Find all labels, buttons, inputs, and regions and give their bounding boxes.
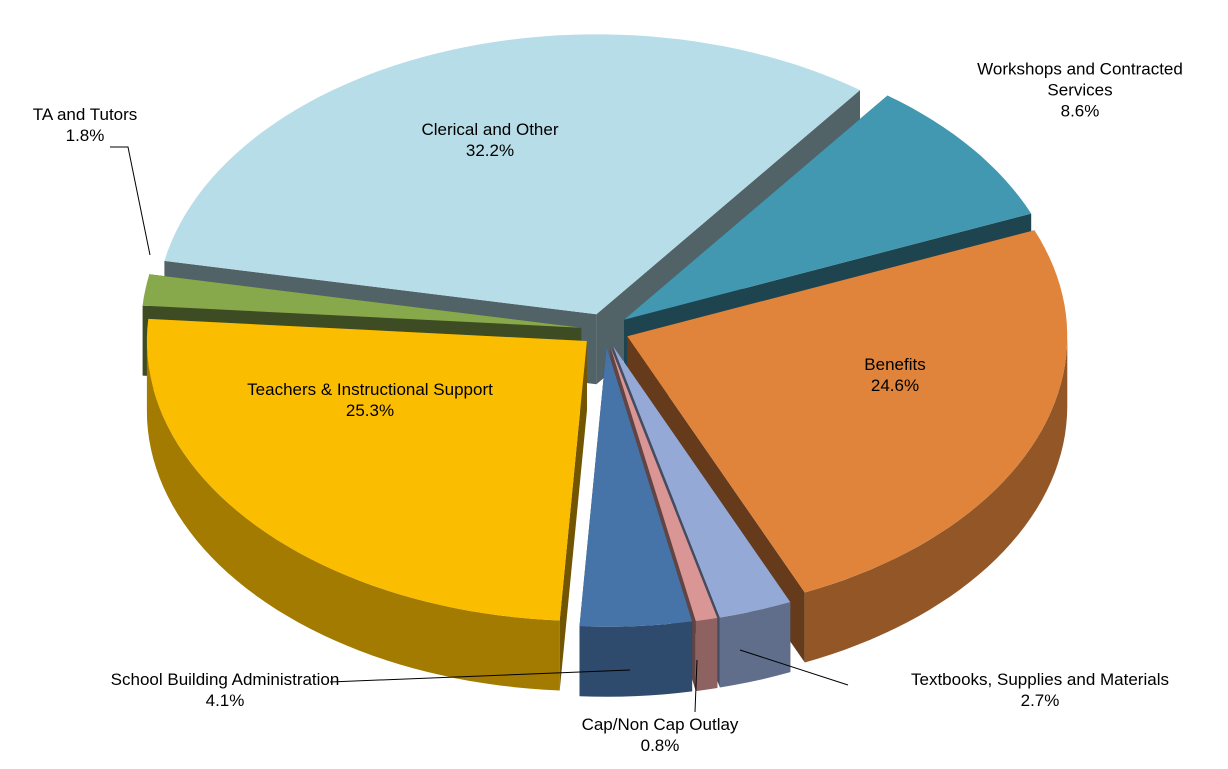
slice-wall	[579, 621, 693, 697]
label-name: School Building Administration	[110, 670, 340, 689]
label-name: Benefits	[864, 355, 926, 374]
data-label: Cap/Non Cap Outlay 0.8%	[530, 714, 790, 756]
label-value: 0.8%	[640, 736, 680, 755]
label-value: 24.6%	[870, 376, 920, 395]
data-label: Benefits 24.6%	[795, 354, 995, 396]
data-label: Textbooks, Supplies and Materials 2.7%	[840, 669, 1228, 711]
data-label: Clerical and Other 32.2%	[340, 119, 640, 161]
label-name: Cap/Non Cap Outlay	[581, 715, 739, 734]
leader-line	[739, 649, 849, 686]
slice	[627, 230, 1068, 593]
label-value: 1.8%	[65, 126, 105, 145]
label-value: 2.7%	[1020, 691, 1060, 710]
label-value: 25.3%	[345, 401, 395, 420]
label-value: 8.6%	[1060, 101, 1100, 121]
label-name: TA and Tutors	[32, 105, 138, 124]
data-label: School Building Administration 4.1%	[45, 669, 405, 711]
label-value: 4.1%	[205, 691, 245, 710]
slice-side	[559, 341, 587, 691]
slice	[612, 345, 791, 618]
data-label: Workshops and Contracted Services 8.6%	[975, 59, 1185, 122]
leader-line	[694, 659, 698, 713]
data-label: TA and Tutors 1.8%	[0, 104, 185, 146]
leader-line	[329, 669, 631, 683]
slice-wall	[719, 602, 791, 688]
label-name: Clerical and Other	[421, 120, 559, 139]
slice-wall	[804, 336, 1068, 663]
slice	[146, 318, 587, 621]
slice	[164, 34, 860, 315]
slice	[610, 346, 718, 622]
slice-wall	[146, 341, 560, 691]
slice	[579, 346, 693, 627]
leader-line	[110, 146, 151, 256]
label-value: 32.2%	[465, 141, 515, 160]
label-name: Teachers & Instructional Support	[247, 380, 493, 399]
slice	[142, 274, 582, 328]
data-label: Teachers & Instructional Support 25.3%	[235, 379, 505, 421]
slice-wall	[695, 618, 718, 692]
slice	[624, 95, 1032, 320]
label-name: Workshops and Contracted Services	[977, 59, 1183, 100]
label-name: Textbooks, Supplies and Materials	[911, 670, 1169, 689]
